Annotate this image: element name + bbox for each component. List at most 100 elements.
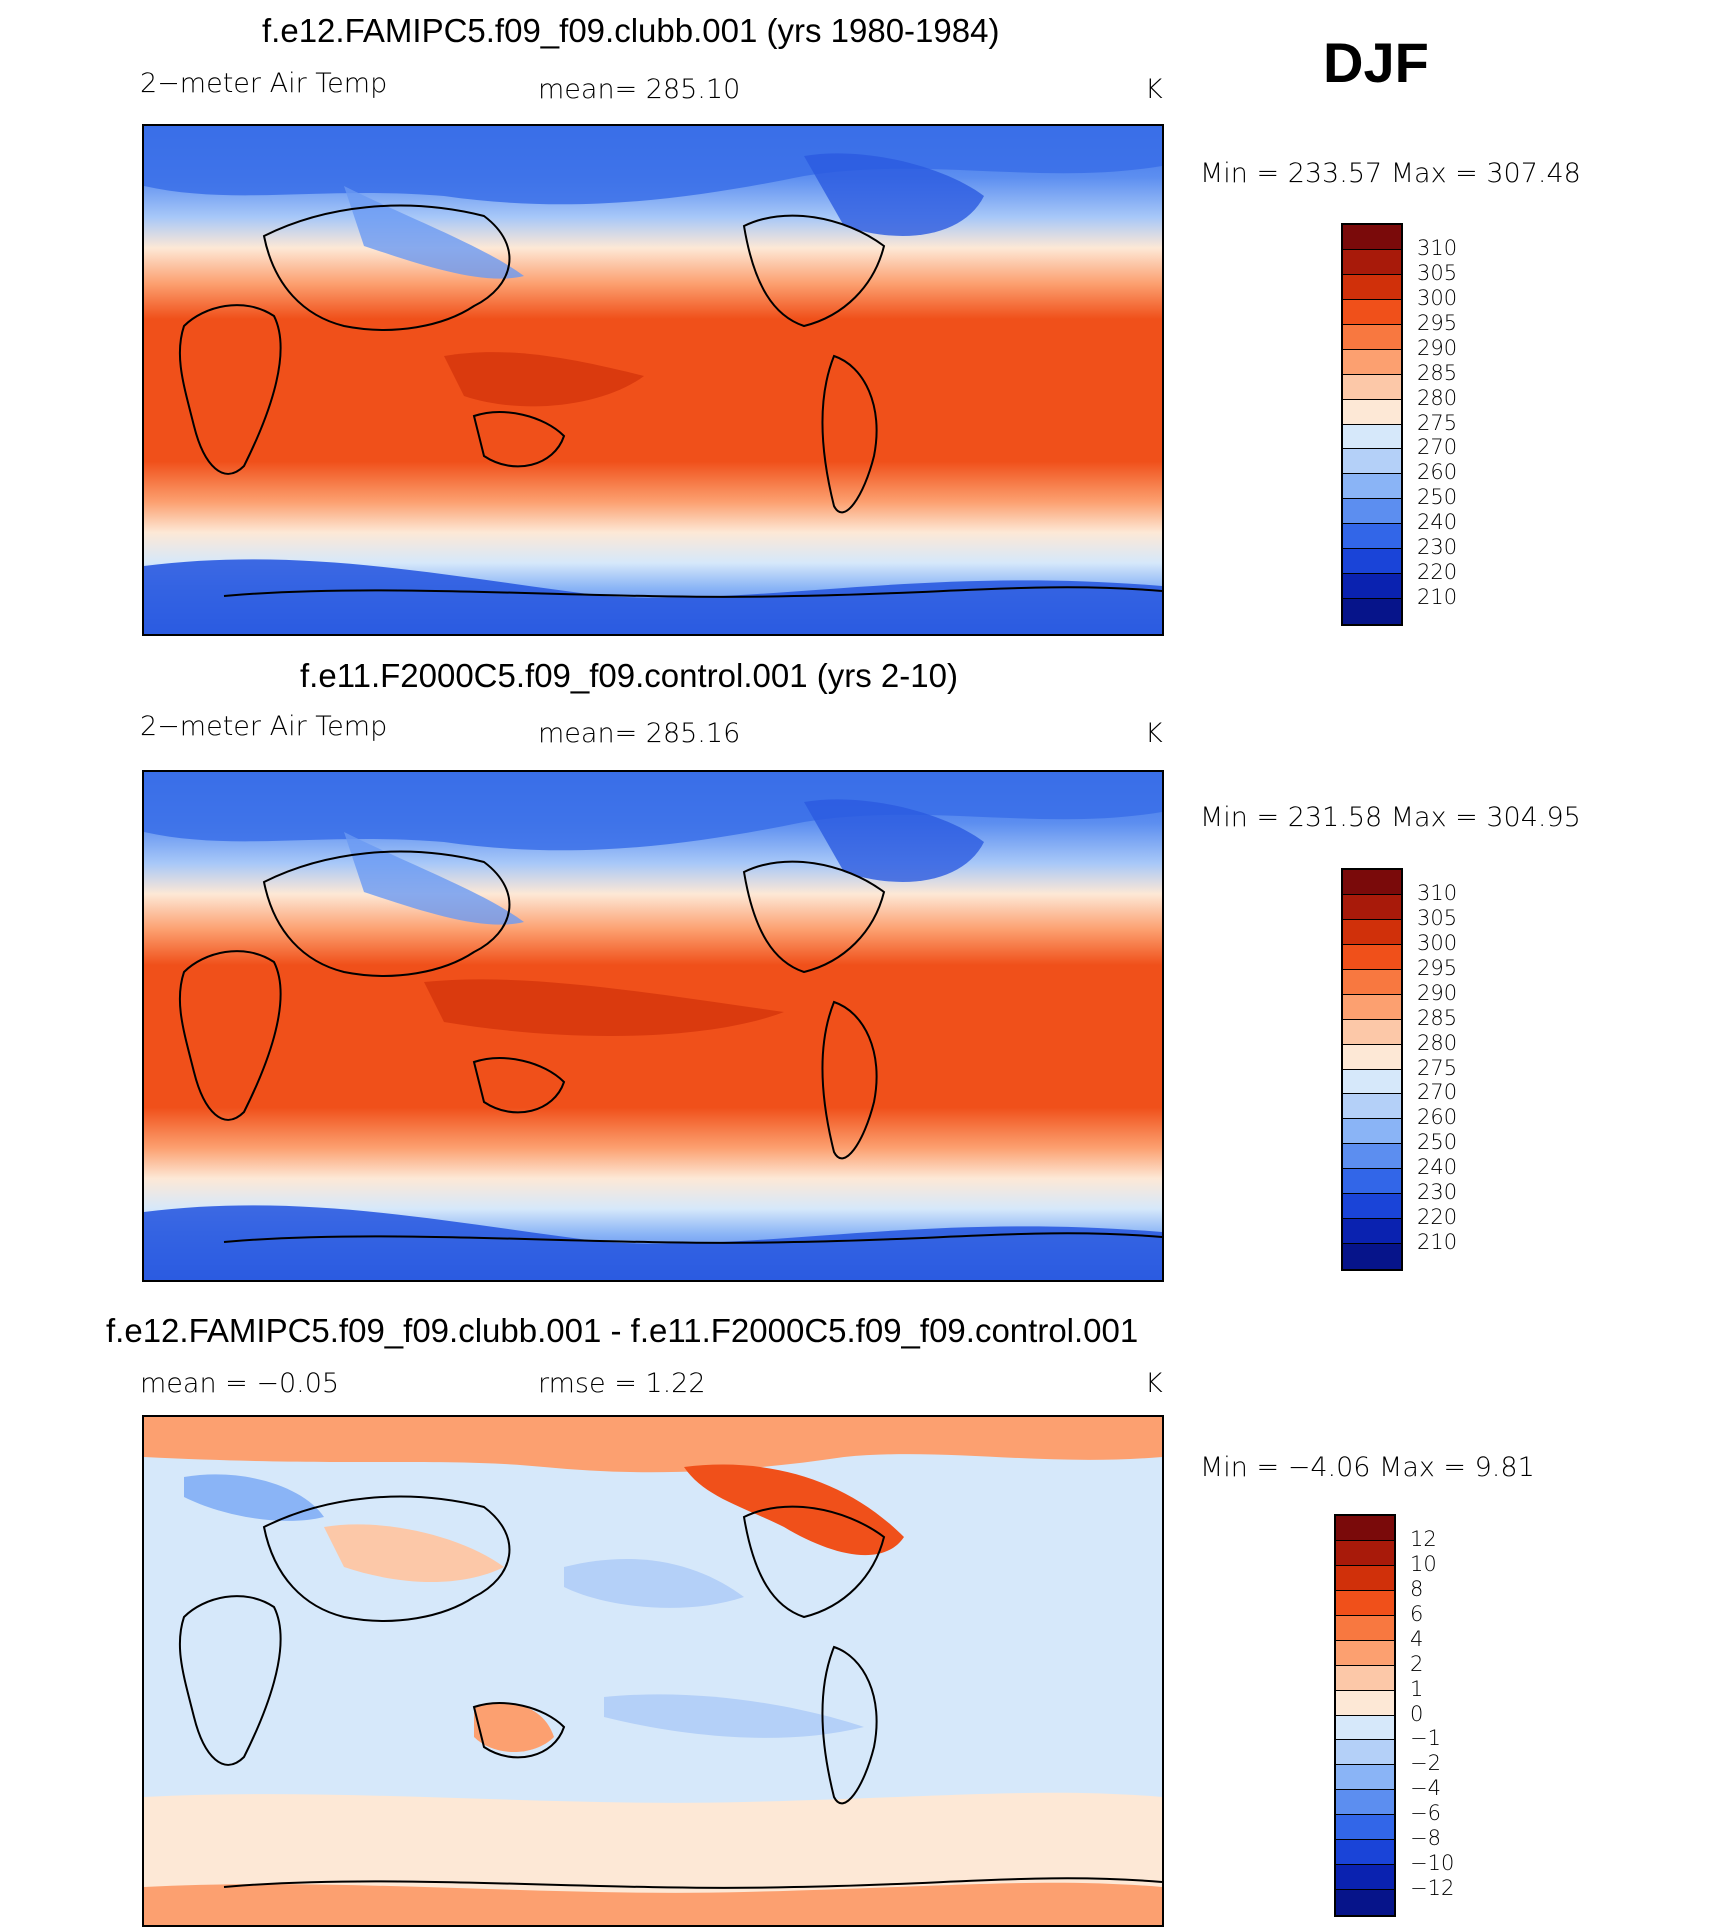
colorbar-3-tick-label: 1 — [1410, 1676, 1424, 1701]
panel-2-map — [142, 770, 1164, 1282]
panel-1-arctic-region — [144, 126, 1162, 205]
panel-3-coastlines — [178, 1495, 1162, 1889]
colorbar-3-tick-label: −12 — [1410, 1876, 1455, 1901]
colorbar-1-swatch — [1343, 299, 1401, 325]
colorbar-2-swatch — [1343, 1244, 1401, 1269]
colorbar-1-tick-label: 295 — [1417, 310, 1458, 335]
colorbar-3-tick-label: 12 — [1410, 1526, 1437, 1551]
colorbar-2-swatch — [1343, 919, 1401, 945]
colorbar-2-swatch — [1343, 1094, 1401, 1120]
colorbar-3-tick-label: 4 — [1410, 1626, 1424, 1651]
colorbar-2-tick-label: 280 — [1417, 1030, 1458, 1055]
panel-1-warm-pool — [444, 352, 644, 407]
colorbar-2-swatch — [1343, 969, 1401, 995]
colorbar-1-tick-label: 210 — [1417, 585, 1458, 610]
colorbar-1-tick-label: 275 — [1417, 410, 1458, 435]
colorbar-3-tick-label: 2 — [1410, 1651, 1424, 1676]
colorbar-1-tick-label: 230 — [1417, 535, 1458, 560]
panel-2-coastlines — [178, 850, 1162, 1244]
colorbar-1-swatch — [1343, 349, 1401, 375]
colorbar-3-swatch — [1336, 1690, 1394, 1716]
colorbar-3-tick-label: −6 — [1410, 1801, 1441, 1826]
colorbar-2-tick-label: 310 — [1417, 880, 1458, 905]
colorbar-3-swatch — [1336, 1565, 1394, 1591]
colorbar-2-swatch — [1343, 1119, 1401, 1145]
colorbar-1-tick-label: 240 — [1417, 510, 1458, 535]
colorbar-1-tick-label: 280 — [1417, 385, 1458, 410]
colorbar-3-tick-label: 10 — [1410, 1551, 1437, 1576]
colorbar-2-tick-label: 300 — [1417, 930, 1458, 955]
panel-1-minmax-label: Min = 233.57 Max = 307.48 — [1200, 158, 1581, 189]
colorbar-2-swatch — [1343, 1219, 1401, 1245]
colorbar-1-swatch — [1343, 474, 1401, 500]
panel-3-colorbar — [1334, 1514, 1396, 1917]
colorbar-1-tick-label: 250 — [1417, 485, 1458, 510]
colorbar-3-swatch — [1336, 1665, 1394, 1691]
panel-3-map — [142, 1415, 1164, 1927]
colorbar-2-swatch — [1343, 1069, 1401, 1095]
colorbar-1-tick-label: 305 — [1417, 260, 1458, 285]
colorbar-1-swatch — [1343, 549, 1401, 575]
panel-3-title: f.e12.FAMIPC5.f09_f09.clubb.001 - f.e11.… — [106, 1312, 1139, 1349]
colorbar-2-tick-label: 250 — [1417, 1130, 1458, 1155]
panel-3-asia-warm — [324, 1524, 504, 1582]
panel-2-minmax-label: Min = 231.58 Max = 304.95 — [1200, 802, 1581, 833]
panel-2-map-svg — [144, 772, 1162, 1280]
colorbar-1-swatch — [1343, 599, 1401, 624]
colorbar-1-tick-label: 300 — [1417, 285, 1458, 310]
colorbar-2-swatch — [1343, 1194, 1401, 1220]
colorbar-2-swatch — [1343, 894, 1401, 920]
colorbar-2-tick-label: 240 — [1417, 1155, 1458, 1180]
colorbar-3-tick-label: −4 — [1410, 1776, 1441, 1801]
colorbar-3-swatch — [1336, 1765, 1394, 1791]
colorbar-1-tick-label: 220 — [1417, 560, 1458, 585]
panel-1-units-label: K — [1145, 74, 1163, 105]
panel-1-mean-label: mean= 285.10 — [538, 74, 741, 105]
panel-1-antarctic-region — [144, 559, 1162, 634]
colorbar-3-swatch — [1336, 1540, 1394, 1566]
colorbar-2-swatch — [1343, 1169, 1401, 1195]
colorbar-2-swatch — [1343, 1044, 1401, 1070]
panel-2-title: f.e11.F2000C5.f09_f09.control.001 (yrs 2… — [300, 657, 958, 694]
colorbar-1-tick-label: 310 — [1417, 235, 1458, 260]
panel-2-colorbar — [1341, 868, 1403, 1271]
panel-1-map-svg — [144, 126, 1162, 634]
colorbar-3-swatch — [1336, 1590, 1394, 1616]
colorbar-1-swatch — [1343, 524, 1401, 550]
panel-2-canada-region — [804, 799, 984, 882]
colorbar-1-swatch — [1343, 374, 1401, 400]
panel-3-npacific-cool — [564, 1558, 744, 1608]
colorbar-1-swatch — [1343, 225, 1401, 250]
colorbar-1-swatch — [1343, 424, 1401, 450]
colorbar-3-swatch — [1336, 1640, 1394, 1666]
colorbar-3-swatch — [1336, 1740, 1394, 1766]
panel-1-siberia-region — [344, 186, 524, 279]
colorbar-3-swatch — [1336, 1790, 1394, 1816]
colorbar-3-tick-label: −2 — [1410, 1751, 1441, 1776]
panel-2-warm-pool — [424, 979, 784, 1036]
colorbar-1-swatch — [1343, 274, 1401, 300]
colorbar-2-tick-label: 270 — [1417, 1080, 1458, 1105]
colorbar-1-swatch — [1343, 249, 1401, 275]
panel-3-canada-warm — [684, 1464, 904, 1556]
colorbar-2-tick-label: 305 — [1417, 905, 1458, 930]
colorbar-1-swatch — [1343, 324, 1401, 350]
panel-2-variable-label: 2−meter Air Temp — [140, 711, 388, 742]
panel-2-units-label: K — [1145, 718, 1163, 749]
colorbar-3-tick-label: 6 — [1410, 1601, 1424, 1626]
colorbar-3-tick-label: 8 — [1410, 1576, 1424, 1601]
colorbar-2-tick-label: 260 — [1417, 1105, 1458, 1130]
panel-3-europe-cool — [184, 1474, 324, 1521]
colorbar-3-swatch — [1336, 1815, 1394, 1841]
colorbar-3-swatch — [1336, 1715, 1394, 1741]
colorbar-3-tick-label: −10 — [1410, 1851, 1455, 1876]
colorbar-2-swatch — [1343, 944, 1401, 970]
colorbar-2-swatch — [1343, 1144, 1401, 1170]
colorbar-1-swatch — [1343, 499, 1401, 525]
colorbar-1-swatch — [1343, 399, 1401, 425]
panel-1-map — [142, 124, 1164, 636]
colorbar-2-tick-label: 290 — [1417, 980, 1458, 1005]
colorbar-2-tick-label: 230 — [1417, 1180, 1458, 1205]
panel-3-rmse-label: rmse = 1.22 — [538, 1368, 706, 1399]
colorbar-2-tick-label: 285 — [1417, 1005, 1458, 1030]
